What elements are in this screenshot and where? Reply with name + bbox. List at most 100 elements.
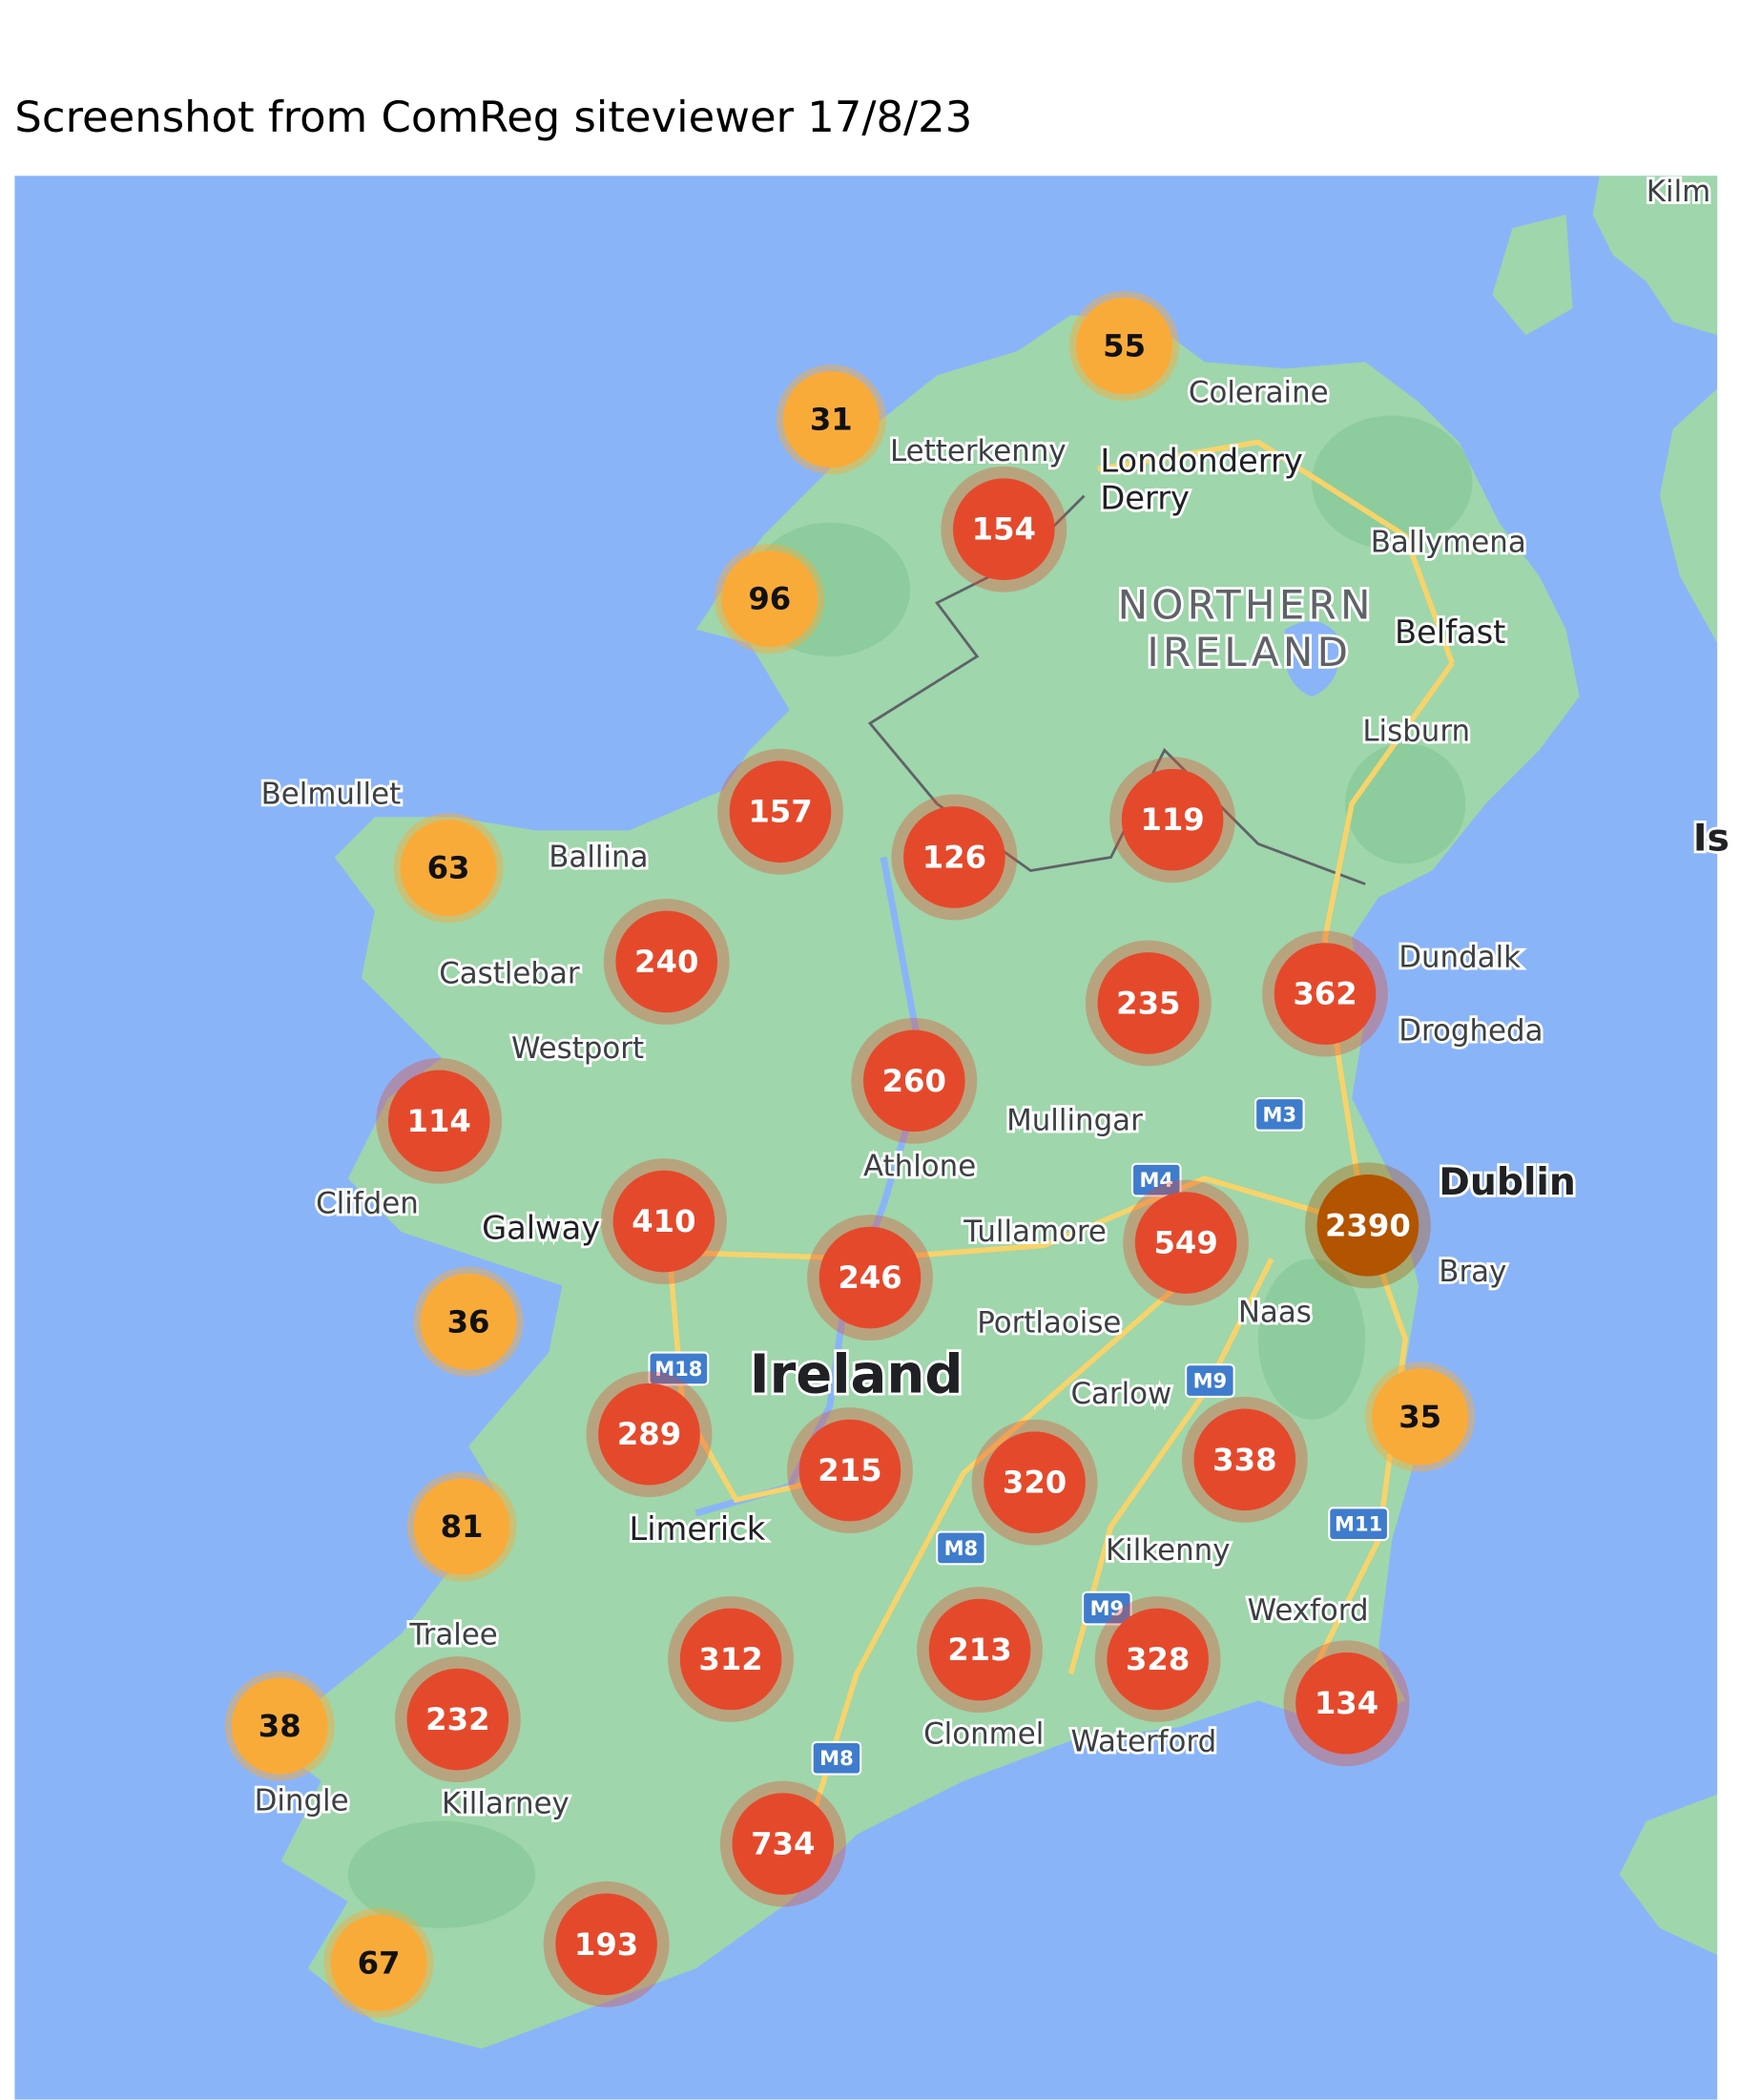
cluster-marker-medium[interactable]: 320 [971,1419,1098,1546]
cluster-circle [555,1893,657,1996]
cluster-marker-medium[interactable]: 114 [376,1057,503,1184]
cluster-count: 260 [882,1063,946,1099]
cluster-count: 126 [922,839,986,875]
cluster-count: 213 [947,1632,1011,1668]
cluster-marker-small[interactable]: 55 [1069,290,1180,402]
place-label: Westport [511,1031,644,1066]
cluster-marker-medium[interactable]: 328 [1094,1595,1221,1722]
cluster-marker-small[interactable]: 63 [393,813,504,924]
cluster-count: 232 [425,1701,489,1737]
cluster-count: 81 [441,1508,484,1545]
place-label: Tralee [408,1617,497,1652]
cluster-count: 362 [1293,976,1357,1012]
place-label: Belmullet [261,777,402,811]
place-label: Portlaoise [977,1306,1121,1341]
motorway-label: M4 [1139,1168,1173,1192]
cluster-circle [1076,297,1173,394]
cluster-marker-medium[interactable]: 289 [586,1371,713,1498]
cluster-count: 55 [1103,327,1146,364]
place-label: Letterkenny [890,434,1067,468]
cluster-count: 114 [407,1103,471,1139]
cluster-marker-medium[interactable]: 260 [851,1017,978,1144]
cluster-circle [1121,768,1224,871]
cluster-marker-medium[interactable]: 134 [1283,1640,1410,1767]
cluster-circle [862,1029,965,1133]
motorway-shield: M9 [1082,1591,1132,1626]
cluster-marker-small[interactable]: 81 [406,1471,517,1582]
cluster-circle [1193,1408,1296,1511]
place-label: Limerick [629,1510,765,1548]
place-label: Drogheda [1398,1014,1543,1049]
cluster-count: 320 [1003,1465,1067,1501]
cluster-marker-medium[interactable]: 410 [600,1158,727,1285]
cluster-circle [1107,1608,1209,1711]
motorway-label: M18 [654,1357,702,1381]
place-label: Wexford [1248,1593,1369,1628]
cluster-marker-medium[interactable]: 215 [787,1407,913,1534]
cluster-count: 193 [574,1926,638,1963]
motorway-shield: M8 [811,1740,862,1776]
cluster-count: 154 [972,511,1036,548]
cluster-circle [598,1383,700,1486]
place-label: Castlebar [439,956,580,990]
cluster-marker-medium[interactable]: 362 [1262,930,1388,1057]
page-title: Screenshot from ComReg siteviewer 17/8/2… [14,92,972,142]
motorway-label: M8 [819,1746,854,1770]
cluster-circle [818,1226,922,1329]
place-label: Kilm [1647,175,1710,209]
place-label: Kilkenny [1106,1533,1231,1568]
place-label: Tullamore [963,1215,1107,1249]
cluster-marker-small[interactable]: 35 [1365,1362,1476,1472]
cluster-marker-medium[interactable]: 232 [394,1656,521,1782]
cluster-circle [928,1598,1031,1701]
place-label: Dublin [1439,1161,1576,1204]
place-label: Coleraine [1189,375,1329,409]
cluster-marker-small[interactable]: 96 [715,544,825,655]
cluster-circle [406,1668,509,1771]
cluster-marker-small[interactable]: 67 [323,1907,434,2018]
cluster-marker-medium[interactable]: 126 [891,794,1018,921]
cluster-circle [1316,1174,1419,1277]
cluster-marker-small[interactable]: 36 [413,1266,524,1377]
cluster-marker-medium[interactable]: 246 [807,1215,933,1341]
cluster-marker-medium[interactable]: 213 [917,1587,1043,1714]
cluster-count: 119 [1140,801,1204,838]
cluster-circle [1097,952,1200,1054]
cluster-circle [679,1608,782,1711]
cluster-circle [1295,1652,1398,1755]
cluster-marker-large[interactable]: 2390 [1305,1162,1431,1289]
place-labels: Kilm Coleraine Letterkenny LondonderryDerry… [252,172,1732,1823]
place-label: Athlone [863,1149,976,1183]
place-label: Carlow [1070,1377,1171,1411]
cluster-count: 31 [810,402,853,438]
place-label: Clifden [316,1187,419,1221]
cluster-count: 36 [447,1303,490,1340]
cluster-marker-medium[interactable]: 338 [1181,1396,1308,1523]
cluster-marker-medium[interactable]: 235 [1085,940,1212,1067]
cluster-circle [1134,1192,1237,1294]
place-label: Lisburn [1362,714,1470,748]
scotland-landmass [1592,176,1718,336]
cluster-marker-medium[interactable]: 734 [719,1780,846,1907]
cluster-count: 289 [617,1416,681,1452]
map-view[interactable]: Kilm Coleraine Letterkenny LondonderryDerry… [14,172,1732,2100]
cluster-circle [420,1273,517,1370]
motorway-label: M8 [944,1536,979,1560]
cluster-marker-medium[interactable]: 119 [1109,757,1236,884]
cluster-count: 328 [1126,1641,1190,1677]
cluster-marker-small[interactable]: 31 [776,364,886,475]
cluster-marker-small[interactable]: 38 [224,1671,335,1781]
cluster-circle [903,806,1005,908]
cluster-marker-medium[interactable]: 193 [543,1881,670,2007]
place-label: Dundalk [1398,941,1521,975]
cluster-marker-medium[interactable]: 549 [1123,1179,1250,1306]
cluster-marker-medium[interactable]: 157 [717,748,843,875]
cluster-marker-medium[interactable]: 154 [941,466,1067,593]
place-label: NORTHERN [1118,582,1375,629]
cluster-count: 549 [1153,1225,1217,1261]
cluster-marker-medium[interactable]: 312 [668,1595,795,1722]
cluster-marker-medium[interactable]: 240 [603,898,730,1025]
cluster-count: 63 [427,850,470,886]
cluster-count: 35 [1398,1399,1441,1435]
place-label: Naas [1238,1295,1312,1329]
